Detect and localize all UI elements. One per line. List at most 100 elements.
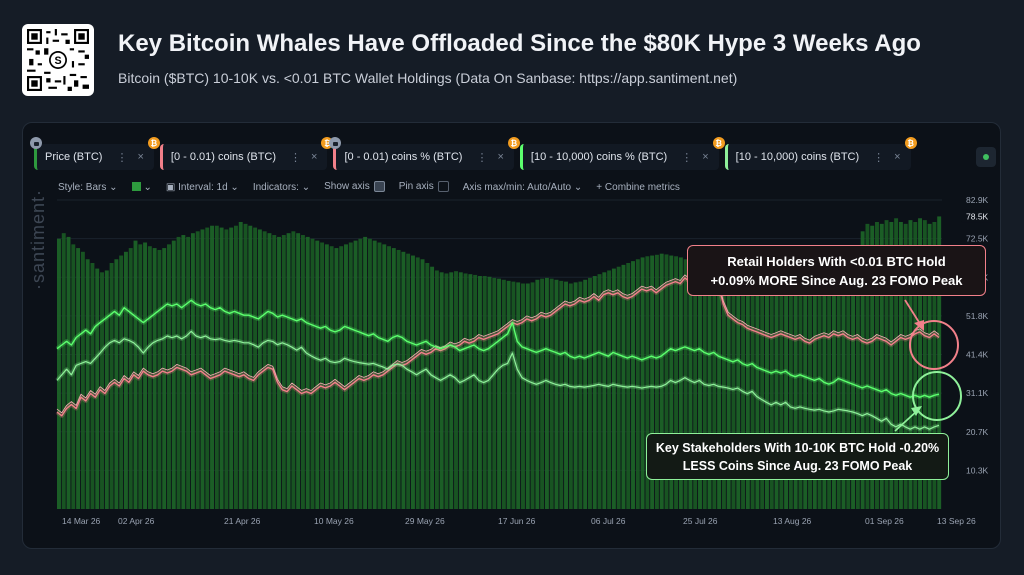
metric-lines	[55, 272, 941, 432]
whale-callout-line1: Key Stakeholders With 10-10K BTC Hold -0…	[655, 440, 940, 455]
price-bar	[760, 276, 765, 509]
price-bar	[568, 283, 573, 509]
santiment-watermark: ·santiment·	[28, 188, 48, 290]
price-bar	[544, 277, 549, 509]
metric-label: [0 - 0.01) coins % (BTC)	[344, 151, 463, 163]
price-bar	[932, 221, 937, 510]
price-bar	[635, 259, 640, 509]
show-axis-toggle[interactable]: Show axis	[324, 181, 385, 193]
price-bar	[894, 218, 899, 509]
pin-axis-toggle[interactable]: Pin axis	[399, 181, 449, 193]
price-bar	[66, 236, 71, 509]
price-bar	[578, 281, 583, 509]
whale-arrowhead	[911, 406, 922, 416]
price-bar	[865, 223, 870, 510]
price-bar	[559, 280, 564, 509]
price-bar	[391, 248, 396, 509]
axis-range-dropdown[interactable]: Axis max/min: Auto/Auto ⌄	[462, 181, 583, 193]
price-bar	[731, 277, 736, 509]
price-bar	[334, 248, 339, 509]
price-bar	[339, 246, 344, 509]
close-icon[interactable]: ×	[311, 151, 318, 163]
indicators-dropdown[interactable]: Indicators: ⌄	[252, 181, 311, 193]
close-icon[interactable]: ×	[702, 151, 709, 163]
metric-chip-retail-pct[interactable]: [0 - 0.01) coins % (BTC) ⋮ × ₿	[329, 137, 520, 170]
close-icon[interactable]: ×	[497, 151, 504, 163]
price-bar	[755, 276, 760, 509]
price-bar	[454, 271, 458, 509]
price-bar	[669, 255, 674, 509]
price-bar	[654, 254, 659, 509]
y-tick-label: 10.3K	[966, 465, 989, 475]
interval-dropdown[interactable]: ▣ Interval: 1d ⌄	[165, 181, 239, 193]
price-bar	[353, 240, 358, 509]
chevron-down-icon: ⌄	[301, 181, 311, 193]
price-bar	[659, 253, 664, 509]
metric-label: [10 - 10,000) coins % (BTC)	[530, 151, 668, 163]
price-bar	[879, 223, 884, 510]
price-bar	[315, 240, 320, 509]
price-bar	[229, 227, 234, 509]
svg-text:S: S	[54, 55, 61, 67]
price-bar	[71, 244, 76, 510]
page-subtitle: Bitcoin ($BTC) 10-10K vs. <0.01 BTC Wall…	[118, 70, 738, 86]
page-title: Key Bitcoin Whales Have Offloaded Since …	[118, 30, 921, 57]
metric-chip-whale-pct[interactable]: [10 - 10,000) coins % (BTC) ⋮ × ₿	[519, 137, 725, 170]
price-bar	[726, 276, 731, 509]
metric-label: Price (BTC)	[45, 151, 103, 163]
status-dot-icon	[983, 154, 989, 160]
price-bar	[631, 261, 635, 509]
kebab-menu-icon[interactable]: ⋮	[681, 151, 693, 164]
lock-icon	[329, 137, 342, 149]
kebab-menu-icon[interactable]: ⋮	[290, 151, 302, 164]
price-bar	[774, 272, 779, 509]
price-bar	[525, 283, 530, 509]
color-dropdown[interactable]: ⌄	[131, 182, 152, 193]
price-bar	[176, 236, 181, 509]
price-bar	[253, 227, 258, 509]
combine-metrics-button[interactable]: + Combine metrics	[596, 181, 680, 193]
retail-arrowhead	[914, 320, 924, 331]
kebab-menu-icon[interactable]: ⋮	[873, 151, 885, 164]
y-tick-label: 41.4K	[966, 350, 989, 360]
price-bar	[214, 225, 219, 509]
qr-code-pattern: S	[27, 29, 89, 91]
retail-callout-line2: +0.09% MORE Since Aug. 23 FOMO Peak	[710, 272, 963, 288]
price-bar	[913, 221, 918, 510]
price-bar	[683, 259, 688, 509]
x-tick-label: 21 Apr 26	[224, 516, 261, 526]
chart-toolbar: Style: Bars ⌄ ⌄ ▣ Interval: 1d ⌄ Indicat…	[58, 180, 680, 194]
close-icon[interactable]: ×	[894, 151, 901, 163]
metric-chip-whale-coins[interactable]: [10 - 10,000) coins (BTC) ⋮ × ₿	[724, 137, 917, 170]
retail-coins-line	[56, 275, 940, 417]
price-bar	[875, 221, 879, 510]
price-bar	[300, 235, 305, 510]
retail-callout-line1: Retail Holders With <0.01 BTC Hold	[727, 253, 946, 269]
price-bar	[162, 248, 167, 509]
price-bar	[831, 272, 836, 509]
settings-toggle-button[interactable]	[976, 147, 996, 167]
kebab-menu-icon[interactable]: ⋮	[116, 151, 128, 164]
price-bar	[717, 272, 722, 509]
metric-label: [10 - 10,000) coins (BTC)	[735, 151, 860, 163]
price-bar	[143, 242, 148, 510]
price-bar	[358, 238, 363, 509]
y-tick-label: 20.7K	[966, 427, 989, 437]
price-bar	[238, 221, 243, 510]
style-dropdown[interactable]: Style: Bars ⌄	[58, 181, 118, 193]
price-bar	[602, 272, 607, 509]
price-bar	[286, 233, 291, 510]
price-bar	[310, 238, 315, 509]
price-bar	[147, 246, 152, 509]
price-bar	[219, 227, 224, 509]
x-tick-label: 17 Jun 26	[498, 516, 536, 526]
whale-pct-line	[56, 299, 940, 398]
x-tick-label: 01 Sep 26	[865, 516, 904, 526]
metric-chip-retail-coins[interactable]: [0 - 0.01) coins (BTC) ⋮ × ₿	[159, 137, 334, 170]
price-bar	[808, 262, 812, 509]
price-bar	[750, 277, 755, 509]
kebab-menu-icon[interactable]: ⋮	[476, 151, 488, 164]
close-icon[interactable]: ×	[137, 151, 144, 163]
metric-chip-price[interactable]: Price (BTC) ⋮ × ₿	[30, 137, 160, 170]
price-bar	[463, 273, 468, 509]
